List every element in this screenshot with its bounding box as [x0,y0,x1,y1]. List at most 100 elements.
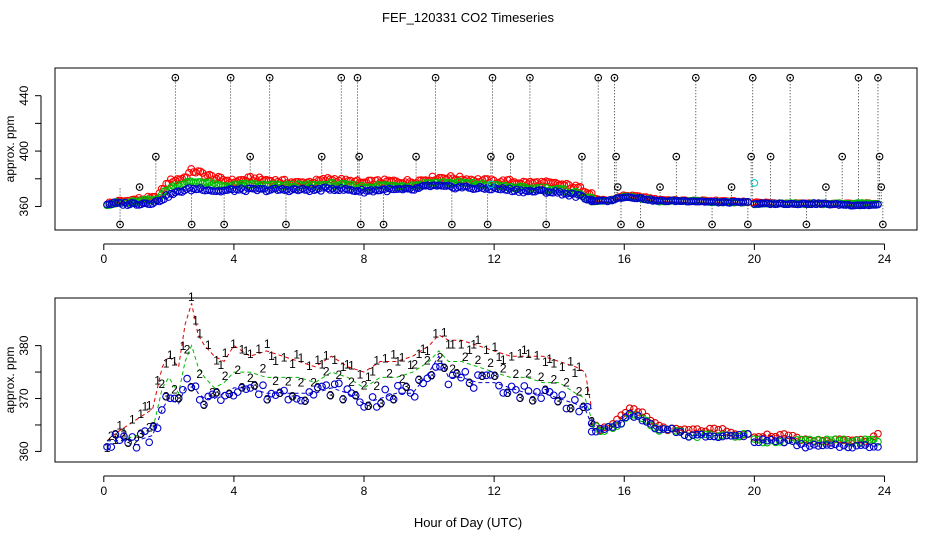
series-3-marker [187,383,196,392]
series-3-label: 3 [264,393,271,407]
spike-marker [542,220,551,229]
series-3-marker [103,442,111,451]
series-3-marker [613,420,621,429]
series-3-marker [575,407,583,416]
top-x-tick-label: 16 [618,252,632,266]
series-3-label: 3 [314,381,321,395]
series-3-label: 3 [441,361,448,375]
spike-marker [412,152,420,161]
spike-marker-dot [751,76,754,79]
series-3-marker [166,394,175,403]
series-2-marker [827,436,835,445]
series-1-label: 1 [331,353,338,367]
series-3-marker [710,432,718,441]
series-1-label: 1 [104,441,111,455]
series-3-marker [503,389,512,397]
series-2-label: 2 [475,353,482,367]
series-3-label: 3 [403,380,410,394]
series-1-label: 1 [142,400,149,414]
series-3-marker [646,420,655,428]
series-3-marker [326,391,335,400]
spike-marker-dot [694,76,697,79]
series-3-marker [827,441,835,450]
series-2-label: 2 [411,358,418,372]
series-2-marker [739,429,748,438]
series-2-label: 2 [588,415,595,429]
series-3-marker [474,371,482,379]
series-3-marker [722,431,731,440]
bottom-x-tick-label: 20 [748,484,762,498]
series-3-label: 3 [302,394,309,408]
spike-marker-dot [358,155,361,158]
spike-marker [578,152,586,161]
series-2-label: 2 [146,421,153,435]
series-3-marker [465,379,474,387]
series-3-marker [714,433,723,442]
series-3-marker [339,395,347,404]
series-1-label: 1 [441,326,448,340]
spike-marker-dot [730,186,733,188]
spike-marker [171,73,180,82]
top-x-tick-label: 24 [878,252,892,266]
series-1-label: 1 [424,344,431,358]
series-3-marker [727,431,735,440]
series-3-marker [558,391,567,399]
spike-marker [748,73,757,82]
series-3-label: 3 [276,386,283,400]
series-2-label: 2 [462,350,469,364]
spike-marker [802,220,811,229]
series-3-marker [600,425,609,434]
series-1-label: 1 [521,343,528,357]
series-2-label: 2 [323,364,330,378]
series-1-label: 1 [323,349,330,363]
series-3-label: 3 [188,380,195,394]
spike-marker [656,183,664,191]
series-3-marker [689,431,697,439]
series-3-marker [771,437,780,446]
series-3-label: 3 [125,436,132,450]
series-2-marker [801,436,810,444]
spike-marker-dot [223,223,226,226]
series-2-label: 2 [310,375,317,389]
series-2-marker [701,430,710,439]
series-2-label: 2 [386,367,393,381]
series-3-marker [275,389,284,398]
spike-marker-dot [841,155,844,158]
series-2-label: 2 [260,362,267,376]
series-2-label: 2 [348,375,355,389]
series-3-marker [848,443,857,452]
series-1-label: 1 [534,348,541,362]
series-2-label: 2 [361,378,368,392]
series-3-marker [587,419,596,428]
series-3-marker [179,385,187,394]
series-3-marker [706,432,714,441]
series-3-marker [457,373,465,382]
series-3-marker [482,371,491,380]
spike-marker [431,73,440,82]
series-3-marker [874,200,882,209]
series-3-marker [412,184,421,192]
series-3-marker [408,185,416,194]
series-1-label: 1 [167,348,174,362]
series-1-label: 1 [416,347,423,361]
series-1-marker [784,431,793,440]
spike-marker [612,152,620,161]
series-3-marker [741,198,750,206]
series-3-marker [566,404,575,413]
series-3-marker [861,441,870,449]
series-1-label: 1 [293,348,300,362]
series-3-marker [242,385,250,394]
series-3-marker [356,398,364,407]
series-2-label: 2 [196,367,203,381]
series-1-marker [788,431,797,440]
series-2-label: 2 [525,366,532,380]
series-1-marker [625,404,634,413]
series-2-label: 2 [437,350,444,364]
series-3-marker [120,432,128,441]
series-2-marker [831,435,840,444]
series-3-label: 3 [454,367,461,381]
series-3-marker [634,412,642,420]
series-3-marker [528,187,537,196]
series-1-label: 1 [542,355,549,369]
series-3-marker [780,438,789,447]
